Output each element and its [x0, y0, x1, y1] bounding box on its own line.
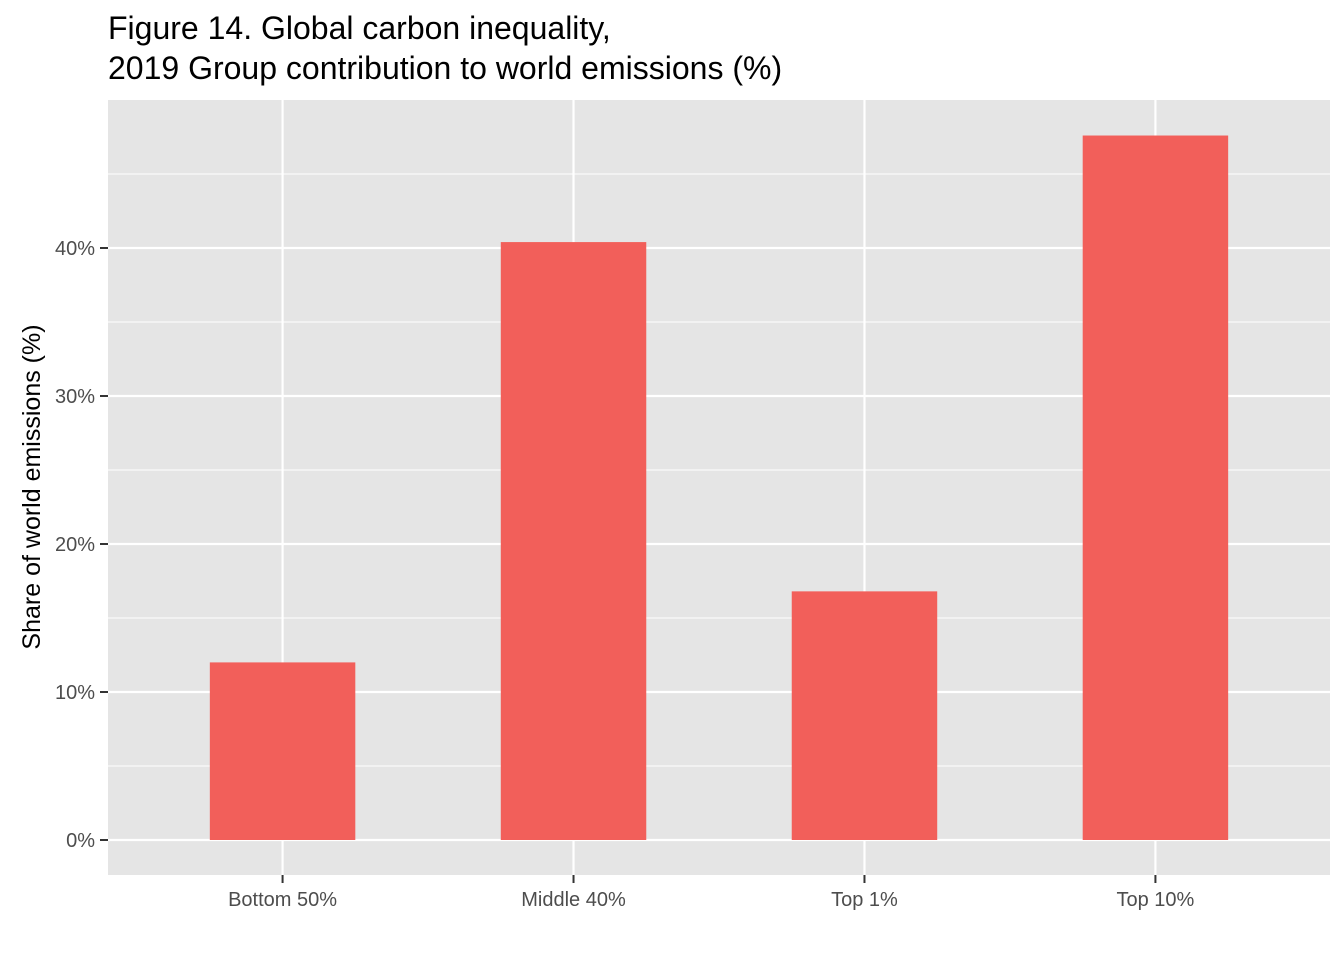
x-tick-label: Top 1%: [831, 889, 898, 911]
y-tick-label: 0%: [66, 830, 95, 852]
bar-middle-40-: [500, 242, 647, 840]
x-tick-label: Middle 40%: [521, 889, 626, 911]
chart-title-line-1: Figure 14. Global carbon inequality,: [108, 10, 611, 46]
y-axis-title: Share of world emissions (%): [18, 324, 46, 649]
x-tick-label: Bottom 50%: [228, 889, 337, 911]
chart-title-line-2: 2019 Group contribution to world emissio…: [108, 50, 783, 86]
x-tick-label: Top 10%: [1117, 889, 1195, 911]
bar-top-10-: [1082, 135, 1229, 840]
bar-bottom-50-: [209, 662, 356, 840]
y-tick-label: 20%: [55, 534, 95, 556]
y-tick-label: 30%: [55, 386, 95, 408]
chart-title: Figure 14. Global carbon inequality, 201…: [108, 8, 782, 88]
y-axis: 0% 10% 20% 30% 40%: [55, 238, 108, 852]
bars: [209, 135, 1229, 840]
bar-top-1-: [791, 591, 938, 840]
y-tick-label: 10%: [55, 682, 95, 704]
y-tick-label: 40%: [55, 238, 95, 260]
x-axis: Bottom 50% Middle 40% Top 1% Top 10%: [228, 875, 1195, 911]
